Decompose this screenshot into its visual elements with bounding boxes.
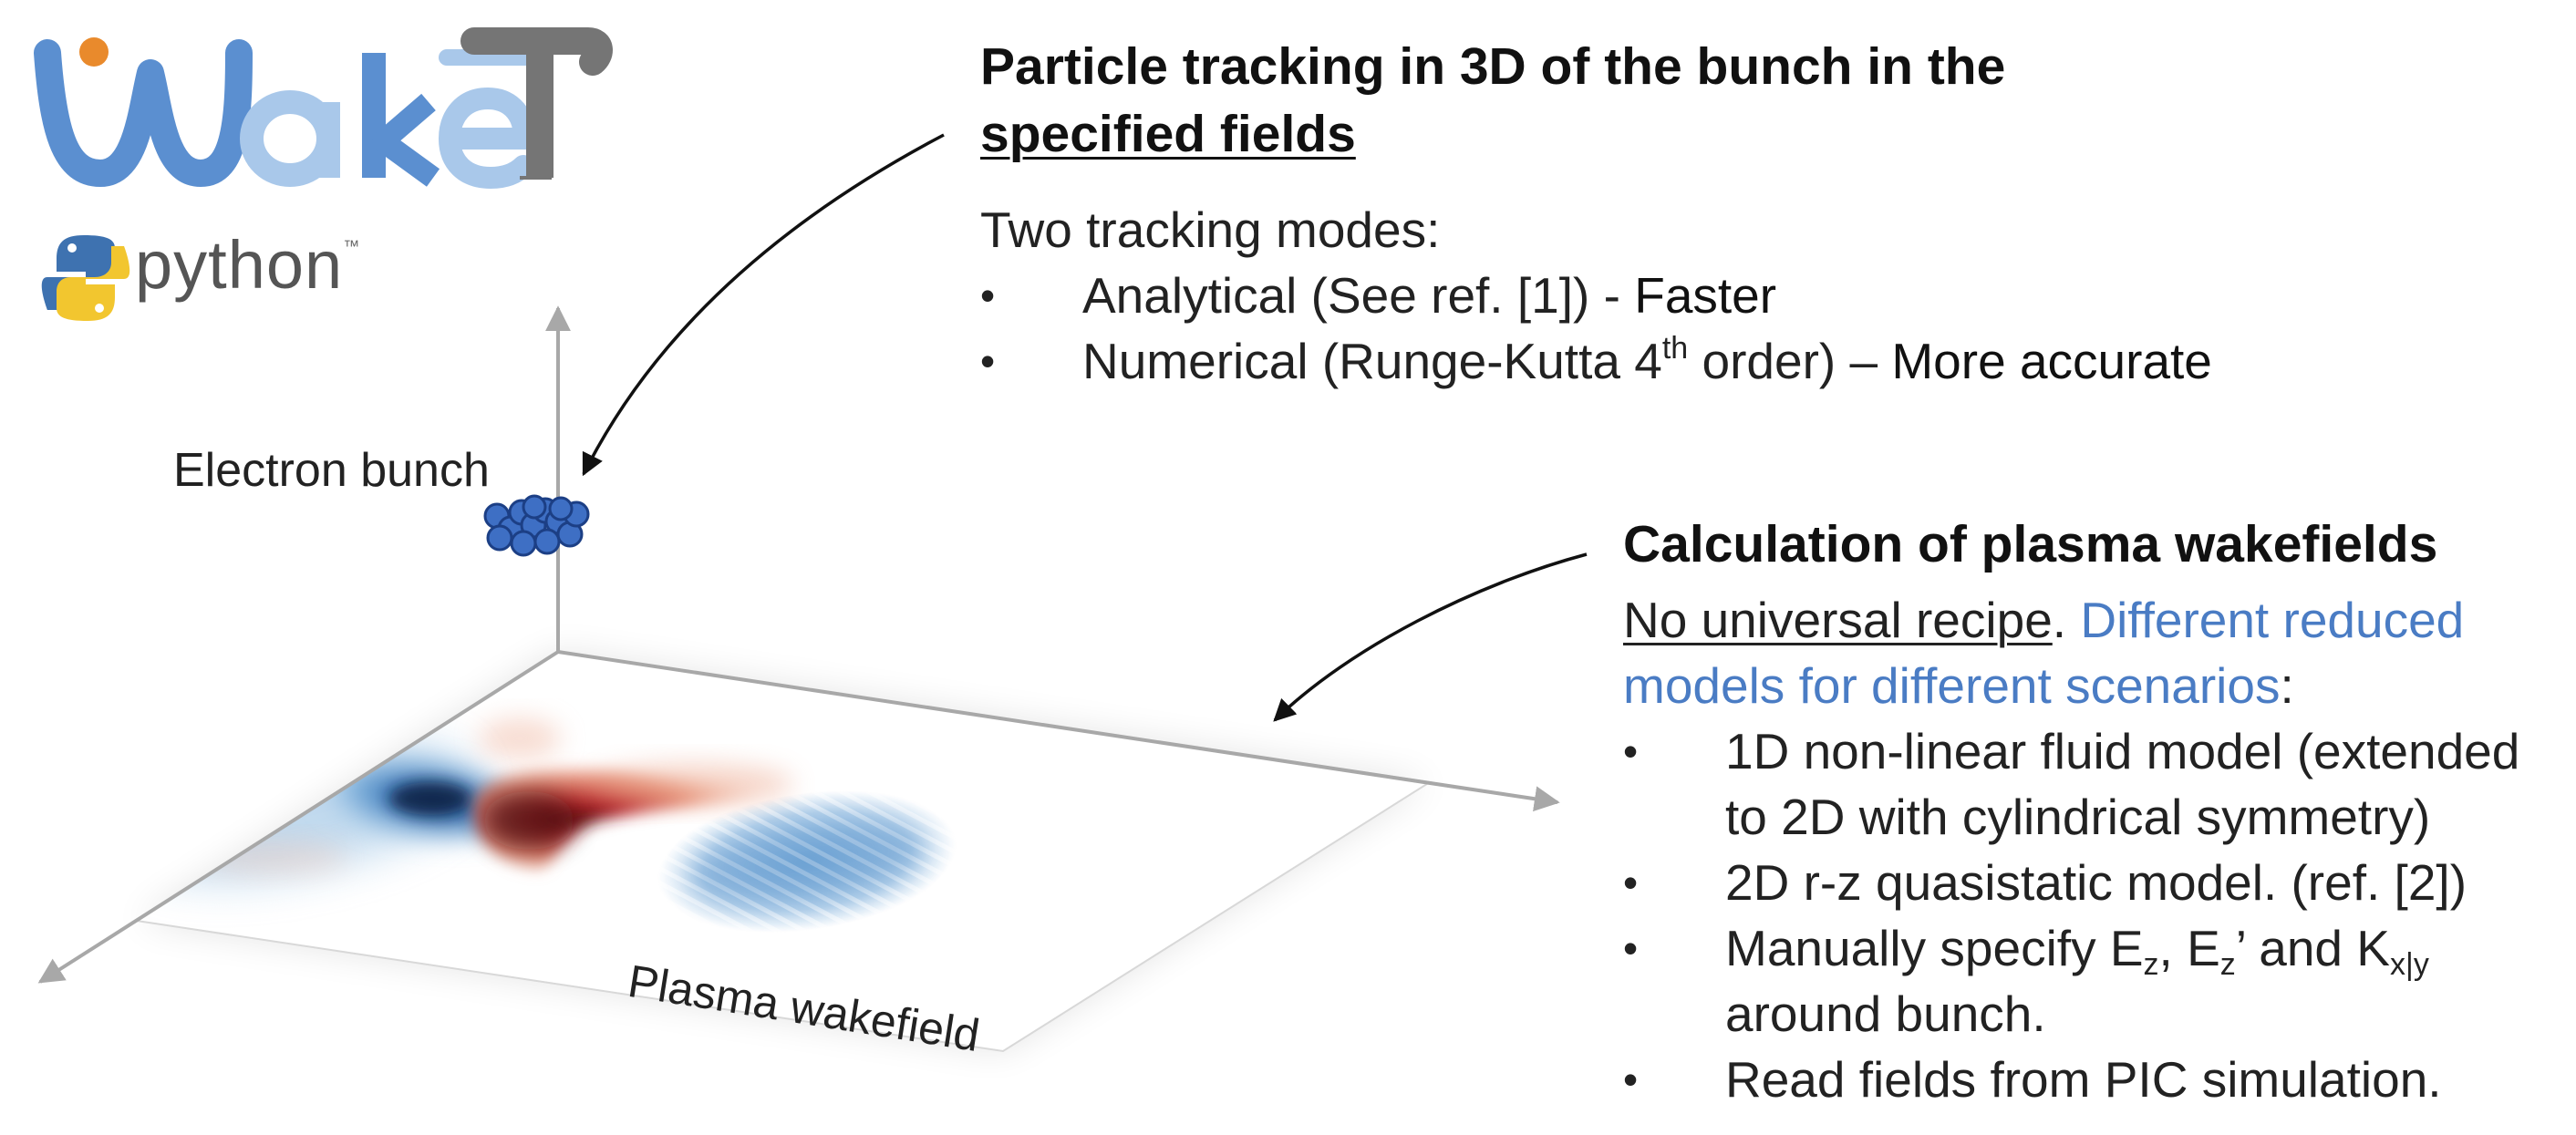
arrow-to-bunch <box>582 133 945 477</box>
wakefields-item-4: Read fields from PIC simulation. <box>1725 1051 2442 1108</box>
wakefields-item-3-line1: Manually specify Ez, Ez’ and Kx|y <box>1725 920 2429 982</box>
wakefields-item-1-line1: 1D non-linear fluid model (extended <box>1725 723 2520 779</box>
tracking-bullet-1: • <box>980 272 996 319</box>
axis-longitudinal <box>557 650 1560 812</box>
wakefields-item-1-line2: to 2D with cylindrical symmetry) <box>1725 789 2431 845</box>
tracking-title-line1: Particle tracking in 3D of the bunch in … <box>980 37 2006 96</box>
tracking-mode-analytical-emph: Faster <box>1634 267 1777 324</box>
no-universal-recipe: No universal recipe <box>1623 592 2053 648</box>
wakefields-bullet-1: • <box>1623 727 1639 775</box>
wakefields-bullet-2: • <box>1623 859 1639 906</box>
wakefields-bullet-3: • <box>1623 924 1639 972</box>
tracking-mode-numerical-emph: More accurate <box>1891 333 2212 389</box>
wakefields-line2: models for different scenarios: <box>1623 657 2294 714</box>
wakefields-line1: No universal recipe. Different reduced <box>1623 592 2465 648</box>
python-label: python™ <box>135 226 360 304</box>
electron-bunch <box>483 494 590 557</box>
python-trademark: ™ <box>343 237 361 255</box>
axis-transverse <box>37 650 560 984</box>
wakefields-item-2: 2D r-z quasistatic model. (ref. [2]) <box>1725 854 2467 911</box>
axes <box>37 305 1560 984</box>
tracking-mode-numerical: Numerical (Runge-Kutta 4th order) – More… <box>1082 331 2212 389</box>
electron-bunch-label: Electron bunch <box>173 444 490 497</box>
logo-orange-dot <box>79 37 109 67</box>
tracking-intro: Two tracking modes: <box>980 201 1441 258</box>
tracking-section: Particle tracking in 3D of the bunch in … <box>980 33 2439 168</box>
wakefields-item-3-line2: around bunch. <box>1725 985 2046 1042</box>
logo-w-stroke <box>34 39 253 187</box>
tracking-title-line2: specified fields <box>980 105 1356 163</box>
wakefields-title: Calculation of plasma wakefields <box>1623 515 2438 573</box>
waket-logo <box>34 27 613 190</box>
wakefields-bullet-4: • <box>1623 1056 1639 1103</box>
arrow-to-wakefield <box>1273 552 1588 722</box>
python-logo-icon <box>41 235 130 321</box>
tracking-bullet-2: • <box>980 337 996 385</box>
python-text: python <box>135 227 344 303</box>
tracking-mode-analytical: Analytical (See ref. [1]) - Faster <box>1082 267 1777 324</box>
